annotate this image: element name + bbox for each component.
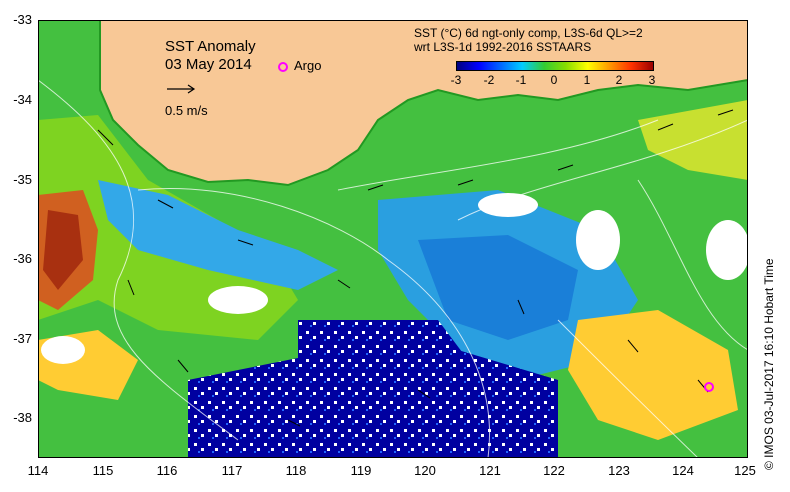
colorbar-tick: -3 [450, 73, 462, 87]
lat-label: -33 [13, 12, 32, 27]
lat-label: -35 [13, 172, 32, 187]
colorbar-tick: -1 [515, 73, 527, 87]
colorbar-tick: 0 [550, 73, 558, 87]
current-streamlines [38, 79, 748, 458]
lon-label: 116 [156, 463, 178, 478]
cloud-gap [478, 193, 538, 217]
anomaly-patch-cool-core [418, 235, 578, 340]
title-line-1: SST Anomaly [165, 38, 256, 55]
colorbar-tick: -2 [483, 73, 495, 87]
lon-label: 125 [734, 463, 756, 478]
header-line-1: SST (°C) 6d ngt-only comp, L3S-6d QL>=2 [414, 26, 643, 40]
anomaly-patch-hot-west [43, 210, 83, 290]
cloud-gap [706, 220, 748, 280]
lon-label: 119 [350, 463, 372, 478]
map-border [38, 20, 748, 458]
argo-legend: Argo [278, 58, 321, 73]
title-date: 03 May 2014 [165, 56, 252, 73]
lon-label: 117 [221, 463, 243, 478]
lat-label: -37 [13, 331, 32, 346]
lat-label: -36 [13, 251, 32, 266]
cloud-gap [576, 210, 620, 270]
credit-text: © IMOS 03-Jul-2017 16:10 Hobart Time [762, 258, 776, 470]
anomaly-patch-cold-south [188, 350, 558, 458]
header-line-2: wrt L3S-1d 1992-2016 SSTAARS [414, 40, 592, 54]
current-vectors [97, 109, 734, 427]
lon-label: 124 [672, 463, 694, 478]
map-title: SST Anomaly 03 May 2014 [165, 38, 256, 74]
lon-label: 123 [608, 463, 630, 478]
velocity-scale-label: 0.5 m/s [165, 103, 208, 118]
colorbar-tick: 1 [583, 73, 591, 87]
colorbar [456, 61, 654, 71]
lon-label: 120 [414, 463, 436, 478]
product-header: SST (°C) 6d ngt-only comp, L3S-6d QL>=2 … [414, 26, 643, 54]
lon-label: 115 [92, 463, 114, 478]
cloud-gap [41, 336, 85, 364]
anomaly-patch-yellow-east [638, 100, 748, 180]
lon-label: 114 [27, 463, 49, 478]
anomaly-patch-cold-mid [298, 320, 468, 390]
colorbar-tick: 2 [615, 73, 623, 87]
lat-label: -38 [13, 410, 32, 425]
argo-legend-icon [278, 61, 288, 72]
argo-legend-label: Argo [294, 58, 322, 73]
velocity-scale-arrow-icon [167, 84, 196, 94]
cloud-gap [208, 286, 268, 314]
anomaly-patch-cool [98, 180, 338, 290]
lat-label: -34 [13, 92, 32, 107]
lon-label: 122 [543, 463, 565, 478]
argo-float-marker [704, 382, 714, 392]
anomaly-patch-warm-se [568, 310, 738, 440]
colorbar-tick: 3 [648, 73, 656, 87]
lon-label: 121 [479, 463, 501, 478]
lon-label: 118 [285, 463, 307, 478]
